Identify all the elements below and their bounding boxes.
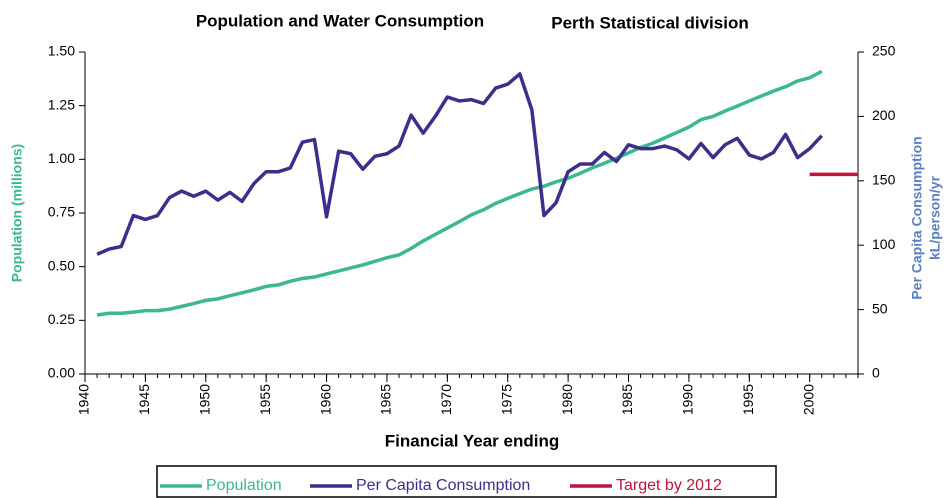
y2-axis-label: kL/person/yr: [927, 175, 943, 260]
y2-tick-label: 50: [872, 300, 888, 316]
x-tick-label: 1980: [559, 384, 575, 415]
y2-axis-label: Per Capita Consumption: [909, 136, 925, 299]
x-axis-label: Financial Year ending: [385, 431, 559, 450]
y2-tick-label: 250: [872, 43, 896, 59]
chart-title: Population and Water Consumption: [196, 11, 484, 30]
y-tick-label: 0.75: [48, 204, 75, 220]
y2-tick-label: 0: [872, 365, 880, 381]
x-tick-label: 1960: [317, 384, 333, 415]
x-tick-label: 1955: [257, 384, 273, 415]
x-tick-label: 1945: [136, 384, 152, 415]
x-tick-label: 1985: [619, 384, 635, 415]
y-tick-label: 0.50: [48, 257, 75, 273]
chart-subtitle: Perth Statistical division: [551, 13, 748, 32]
y-tick-label: 1.50: [48, 43, 75, 59]
x-tick-label: 1995: [740, 384, 756, 415]
series-line: [96, 69, 823, 317]
x-tick-label: 1970: [438, 384, 454, 415]
series-line: [96, 72, 824, 256]
legend-box: [156, 465, 777, 498]
y2-tick-label: 150: [872, 172, 896, 188]
x-tick-label: 1950: [196, 384, 212, 415]
x-tick-label: 1940: [76, 384, 92, 415]
y-tick-label: 1.25: [48, 96, 75, 112]
x-tick-label: 1990: [680, 384, 696, 415]
legend-label: Population: [206, 477, 282, 494]
y-tick-label: 0.00: [48, 365, 75, 381]
y2-tick-label: 100: [872, 236, 896, 252]
x-tick-label: 1965: [378, 384, 394, 415]
y-axis-label: Population (millions): [9, 144, 25, 282]
y-tick-label: 0.25: [48, 311, 75, 327]
y-tick-label: 1.00: [48, 150, 75, 166]
y2-tick-label: 200: [872, 107, 896, 123]
x-tick-label: 2000: [800, 384, 816, 415]
legend-label: Per Capita Consumption: [356, 477, 530, 494]
legend-label: Target by 2012: [616, 477, 722, 494]
x-tick-label: 1975: [498, 384, 514, 415]
